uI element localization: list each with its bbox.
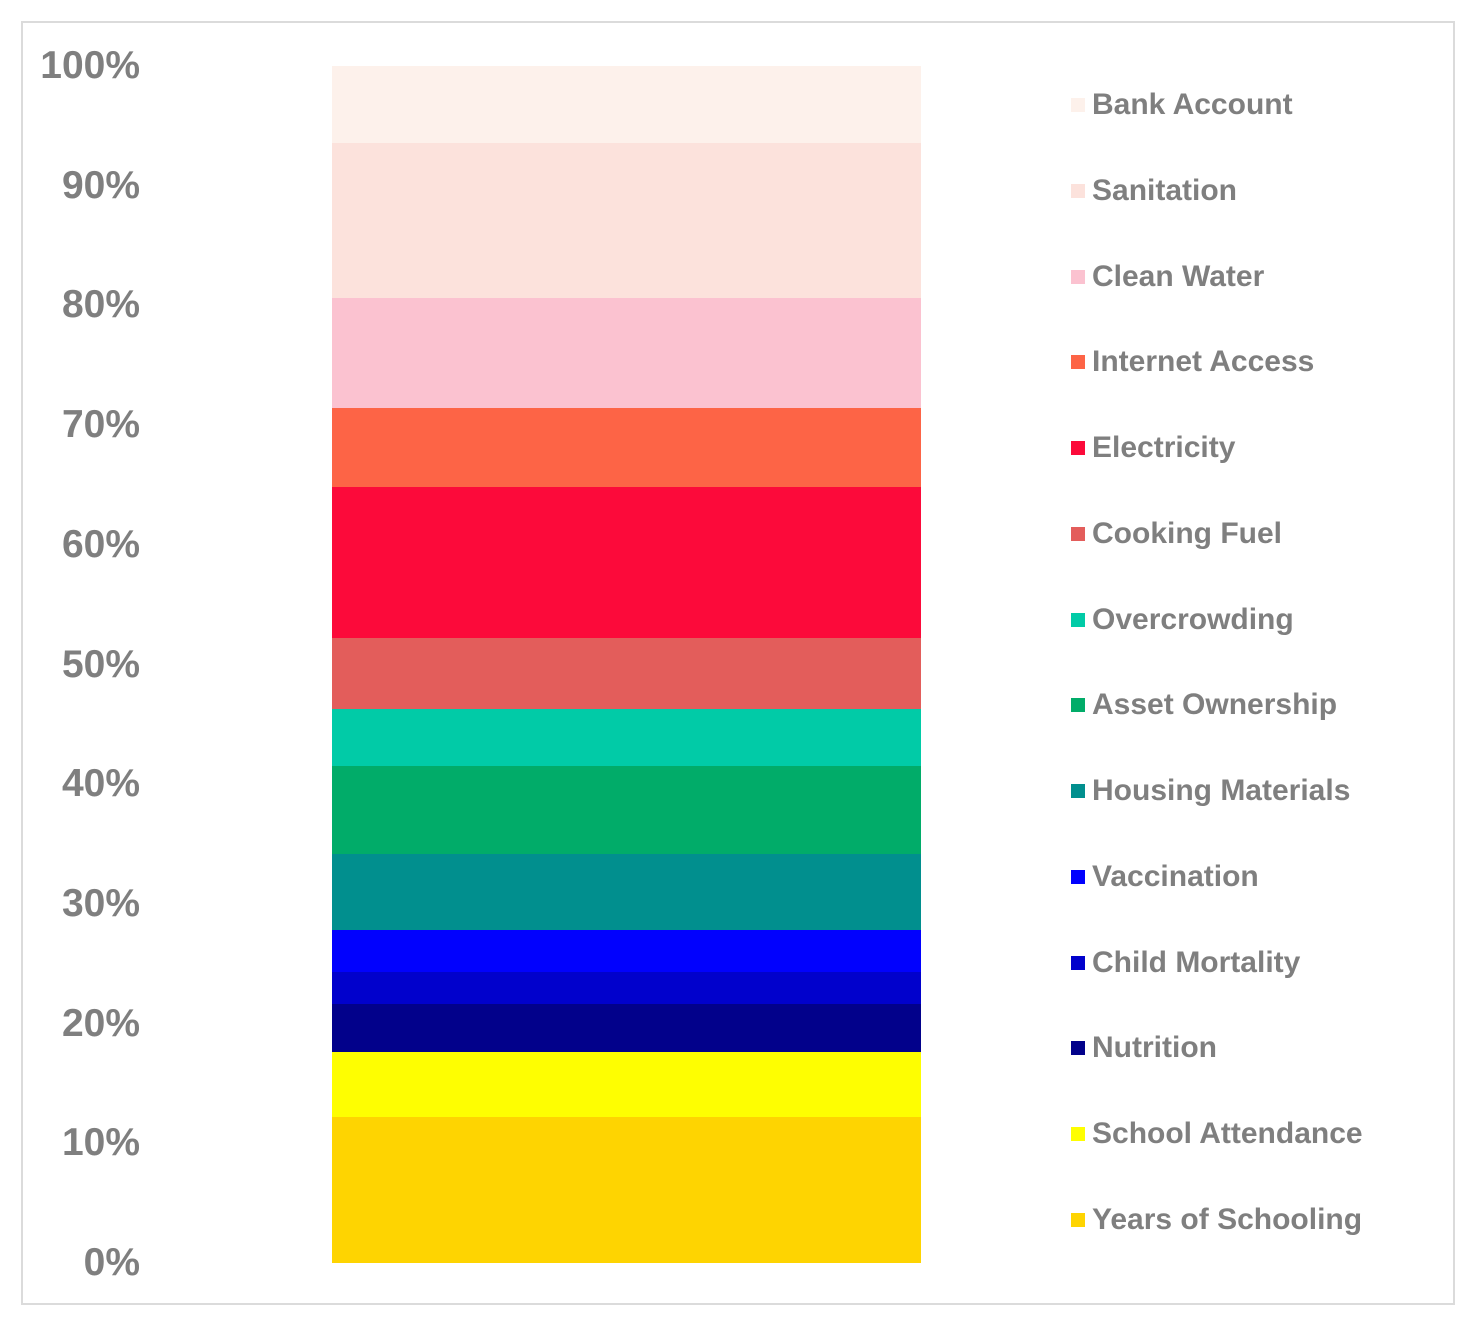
y-axis-label: 50%: [61, 642, 140, 686]
legend-item-vaccination: Vaccination: [1071, 859, 1259, 893]
bar-segment-clean-water: [332, 298, 921, 409]
bar-segment-bank-account: [332, 66, 921, 143]
legend-label: Asset Ownership: [1092, 688, 1338, 722]
y-axis-label: 10%: [61, 1121, 140, 1165]
legend-item-nutrition: Nutrition: [1071, 1033, 1217, 1063]
legend-item-asset-ownership: Asset Ownership: [1071, 690, 1337, 720]
bar-segment-electricity: [332, 487, 921, 639]
bar-segment-housing-materials: [332, 853, 921, 931]
y-axis-label: 70%: [61, 403, 140, 447]
bar-segment-asset-ownership: [332, 766, 921, 854]
legend-label: Clean Water: [1092, 259, 1265, 293]
legend-label: Internet Access: [1092, 345, 1315, 379]
legend-swatch-icon: [1071, 441, 1085, 456]
bar-segment-child-mortality: [332, 972, 921, 1005]
legend-label: Housing Materials: [1092, 774, 1351, 808]
legend-item-sanitation: Sanitation: [1071, 173, 1238, 207]
legend-label: Vaccination: [1092, 859, 1259, 893]
y-axis-label: 90%: [61, 163, 140, 207]
legend-item-child-mortality: Child Mortality: [1071, 945, 1301, 979]
legend-item-overcrowding: Overcrowding: [1071, 602, 1294, 636]
legend-swatch-icon: [1071, 1041, 1085, 1056]
y-axis-label: 60%: [61, 522, 140, 566]
legend-swatch-icon: [1071, 1213, 1085, 1227]
bar-segment-cooking-fuel: [332, 638, 921, 709]
bar-segment-nutrition: [332, 1004, 921, 1053]
legend-item-clean-water: Clean Water: [1071, 259, 1265, 293]
y-axis-label: 0%: [83, 1241, 140, 1284]
legend-label: Overcrowding: [1092, 602, 1294, 636]
legend-label: Sanitation: [1092, 173, 1238, 207]
legend-swatch-icon: [1071, 612, 1085, 627]
legend-label: Nutrition: [1092, 1031, 1217, 1065]
stacked-bar: [332, 66, 921, 1263]
y-axis-label: 30%: [61, 881, 140, 925]
legend-item-cooking-fuel: Cooking Fuel: [1071, 516, 1282, 550]
legend-swatch-icon: [1071, 183, 1085, 198]
y-axis-label: 100%: [40, 44, 140, 87]
legend-swatch-icon: [1071, 955, 1085, 970]
legend-swatch-icon: [1071, 355, 1085, 370]
bar-segment-vaccination: [332, 930, 921, 973]
y-axis-label: 80%: [61, 283, 140, 327]
legend-item-electricity: Electricity: [1071, 433, 1235, 463]
legend-swatch-icon: [1071, 526, 1085, 541]
legend-label: Cooking Fuel: [1092, 516, 1282, 550]
y-axis-label: 20%: [61, 1001, 140, 1045]
legend-label: Electricity: [1092, 431, 1236, 465]
legend-item-internet-access: Internet Access: [1071, 347, 1314, 377]
legend-label: School Attendance: [1092, 1117, 1363, 1151]
bar-segment-internet-access: [332, 408, 921, 488]
legend-swatch-icon: [1071, 98, 1085, 112]
legend-swatch-icon: [1071, 869, 1085, 884]
y-axis-label: 40%: [61, 762, 140, 806]
legend-swatch-icon: [1071, 269, 1085, 284]
legend-label: Child Mortality: [1092, 945, 1301, 979]
legend-swatch-icon: [1071, 784, 1085, 799]
legend-label: Years of Schooling: [1092, 1203, 1363, 1236]
bar-segment-years-of-schooling: [332, 1116, 921, 1263]
legend-swatch-icon: [1071, 698, 1085, 713]
bar-segment-sanitation: [332, 142, 921, 299]
legend-item-housing-materials: Housing Materials: [1071, 776, 1350, 806]
legend-item-school-attendance: School Attendance: [1071, 1119, 1363, 1149]
legend-swatch-icon: [1071, 1127, 1085, 1142]
legend-label: Bank Account: [1092, 88, 1293, 121]
bar-segment-overcrowding: [332, 708, 921, 767]
bar-segment-school-attendance: [332, 1052, 921, 1117]
legend-item-bank-account: Bank Account: [1071, 90, 1293, 120]
legend-item-years-of-schooling: Years of Schooling: [1071, 1205, 1362, 1235]
